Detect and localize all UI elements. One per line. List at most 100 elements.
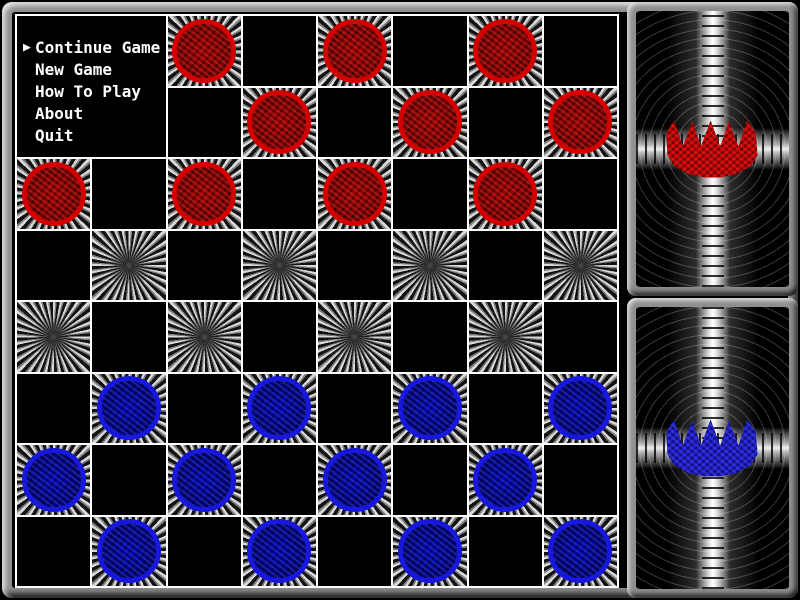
board-cell-r2c4[interactable] xyxy=(318,159,392,229)
board-cell-r1c6[interactable] xyxy=(468,87,542,157)
red-crown-icon xyxy=(666,120,758,178)
board-cell-r2c2[interactable] xyxy=(167,159,241,229)
board-cell-r7c3[interactable] xyxy=(242,516,316,586)
blue-checker-piece[interactable] xyxy=(96,376,161,441)
board-cell-r3c5[interactable] xyxy=(393,230,467,300)
board-cell-r4c2[interactable] xyxy=(167,302,241,372)
board-cell-r4c6[interactable] xyxy=(468,302,542,372)
board-cell-r2c0[interactable] xyxy=(17,159,91,229)
red-player-panel xyxy=(627,2,798,296)
board-cell-r1c3[interactable] xyxy=(242,87,316,157)
red-checker-piece[interactable] xyxy=(322,18,387,83)
red-checker-piece[interactable] xyxy=(172,18,237,83)
board-cell-r4c1[interactable] xyxy=(92,302,166,372)
board-cell-r6c3[interactable] xyxy=(242,445,316,515)
red-checker-piece[interactable] xyxy=(548,90,613,155)
board-cell-r3c0[interactable] xyxy=(17,230,91,300)
board-cell-r1c7[interactable] xyxy=(543,87,617,157)
board-cell-r1c4[interactable] xyxy=(318,87,392,157)
board-cell-r3c2[interactable] xyxy=(167,230,241,300)
board-cell-r2c3[interactable] xyxy=(242,159,316,229)
board-cell-r3c7[interactable] xyxy=(543,230,617,300)
blue-checker-piece[interactable] xyxy=(322,447,387,512)
blue-checker-piece[interactable] xyxy=(397,519,462,584)
blue-checker-piece[interactable] xyxy=(397,376,462,441)
board-cell-r0c5[interactable] xyxy=(393,16,467,86)
blue-checker-piece[interactable] xyxy=(247,376,312,441)
red-checker-piece[interactable] xyxy=(247,90,312,155)
board-cell-r7c5[interactable] xyxy=(393,516,467,586)
red-checker-piece[interactable] xyxy=(473,161,538,226)
red-checker-piece[interactable] xyxy=(397,90,462,155)
red-checker-piece[interactable] xyxy=(473,18,538,83)
board-cell-r7c6[interactable] xyxy=(468,516,542,586)
blue-checker-piece[interactable] xyxy=(548,376,613,441)
board-cell-r6c1[interactable] xyxy=(92,445,166,515)
board-cell-r5c5[interactable] xyxy=(393,373,467,443)
blue-checker-piece[interactable] xyxy=(473,447,538,512)
board-cell-r6c0[interactable] xyxy=(17,445,91,515)
board-cell-r5c3[interactable] xyxy=(242,373,316,443)
board-cell-r7c4[interactable] xyxy=(318,516,392,586)
board-cell-r7c0[interactable] xyxy=(17,516,91,586)
board-cell-r3c6[interactable] xyxy=(468,230,542,300)
menu-item-new-game[interactable]: New Game xyxy=(17,59,166,81)
board-cell-r2c1[interactable] xyxy=(92,159,166,229)
board-cell-r0c4[interactable] xyxy=(318,16,392,86)
game-menu: ▶ Continue Game New Game How To Play Abou… xyxy=(17,16,166,157)
blue-checker-piece[interactable] xyxy=(21,447,86,512)
board-cell-r5c0[interactable] xyxy=(17,373,91,443)
blue-crown-icon xyxy=(666,419,758,477)
blue-player-panel-art xyxy=(636,307,789,589)
board-cell-r5c2[interactable] xyxy=(167,373,241,443)
board-cell-r2c7[interactable] xyxy=(543,159,617,229)
menu-item-label: New Game xyxy=(35,60,113,79)
board-cell-r1c5[interactable] xyxy=(393,87,467,157)
menu-item-label: Continue Game xyxy=(35,38,161,57)
menu-item-label: About xyxy=(35,104,84,123)
board-cell-r5c4[interactable] xyxy=(318,373,392,443)
board-cell-r5c6[interactable] xyxy=(468,373,542,443)
blue-checker-piece[interactable] xyxy=(247,519,312,584)
board-cell-r0c7[interactable] xyxy=(543,16,617,86)
board-cell-r6c4[interactable] xyxy=(318,445,392,515)
board-cell-r4c5[interactable] xyxy=(393,302,467,372)
board-cell-r3c4[interactable] xyxy=(318,230,392,300)
board-cell-r0c3[interactable] xyxy=(242,16,316,86)
board-cell-r0c6[interactable] xyxy=(468,16,542,86)
board-cell-r6c2[interactable] xyxy=(167,445,241,515)
board-cell-r3c3[interactable] xyxy=(242,230,316,300)
board-cell-r6c7[interactable] xyxy=(543,445,617,515)
checkers-board xyxy=(15,14,619,588)
blue-checker-piece[interactable] xyxy=(96,519,161,584)
board-cell-r4c3[interactable] xyxy=(242,302,316,372)
menu-item-quit[interactable]: Quit xyxy=(17,125,166,147)
board-cell-r5c1[interactable] xyxy=(92,373,166,443)
board-cell-r7c1[interactable] xyxy=(92,516,166,586)
board-cell-r7c7[interactable] xyxy=(543,516,617,586)
board-cell-r5c7[interactable] xyxy=(543,373,617,443)
menu-item-label: Quit xyxy=(35,126,74,145)
blue-checker-piece[interactable] xyxy=(172,447,237,512)
red-checker-piece[interactable] xyxy=(322,161,387,226)
board-cell-r2c6[interactable] xyxy=(468,159,542,229)
menu-item-continue-game[interactable]: ▶ Continue Game xyxy=(17,37,166,59)
menu-item-about[interactable]: About xyxy=(17,103,166,125)
red-checker-piece[interactable] xyxy=(172,161,237,226)
board-cell-r6c5[interactable] xyxy=(393,445,467,515)
board-cell-r4c7[interactable] xyxy=(543,302,617,372)
board-cell-r4c0[interactable] xyxy=(17,302,91,372)
menu-item-label: How To Play xyxy=(35,82,141,101)
red-checker-piece[interactable] xyxy=(21,161,86,226)
board-cell-r3c1[interactable] xyxy=(92,230,166,300)
menu-item-how-to-play[interactable]: How To Play xyxy=(17,81,166,103)
blue-player-panel xyxy=(627,298,798,598)
board-cell-r1c2[interactable] xyxy=(167,87,241,157)
board-cell-r2c5[interactable] xyxy=(393,159,467,229)
board-cell-r6c6[interactable] xyxy=(468,445,542,515)
board-cell-r0c2[interactable] xyxy=(167,16,241,86)
board-cell-r4c4[interactable] xyxy=(318,302,392,372)
blue-checker-piece[interactable] xyxy=(548,519,613,584)
board-cell-r7c2[interactable] xyxy=(167,516,241,586)
